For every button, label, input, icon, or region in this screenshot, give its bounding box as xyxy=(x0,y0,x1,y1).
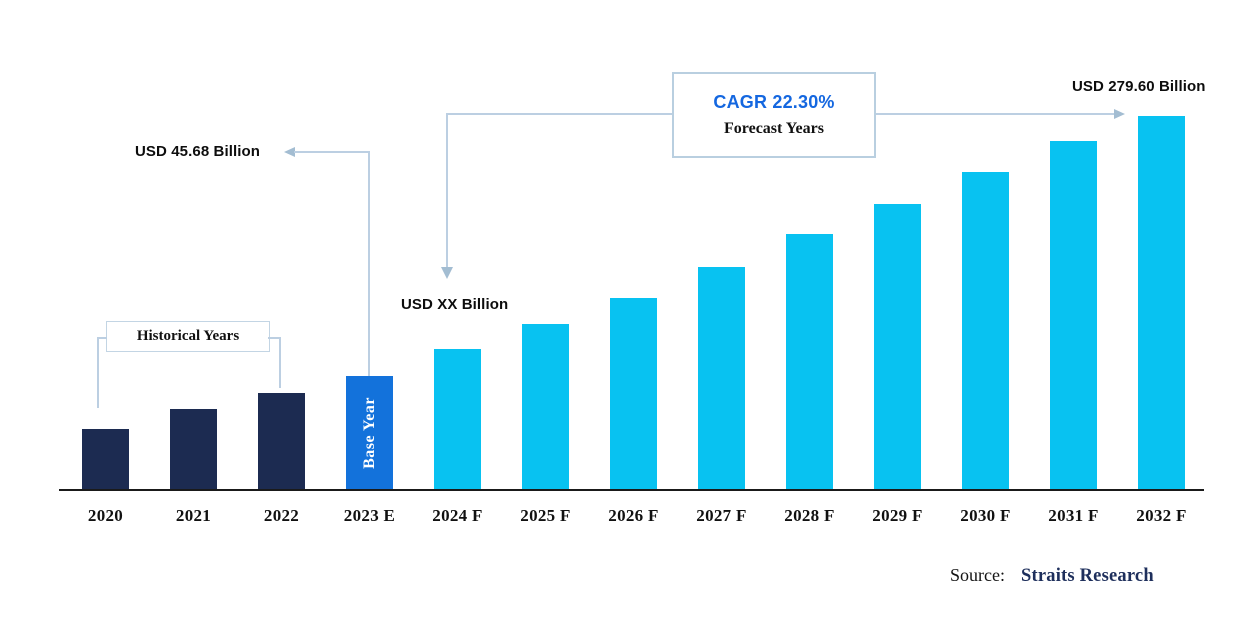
x-axis-label-2028-f: 2028 F xyxy=(784,506,835,525)
x-axis-label-2020: 2020 xyxy=(87,506,124,525)
arrow-down-icon xyxy=(441,267,453,279)
bar-2029-f xyxy=(874,204,921,490)
x-axis-label-2022: 2022 xyxy=(263,506,300,525)
historical-bracket-stub-left xyxy=(97,337,107,339)
arrow-right-icon xyxy=(1114,109,1125,119)
bar-2023-e xyxy=(346,376,393,490)
cagr-label: CAGR 22.30% xyxy=(713,92,835,112)
historical-bracket-stub-right xyxy=(268,337,280,339)
x-axis-label-2030-f: 2030 F xyxy=(960,506,1011,525)
x-axis-label-2024-f: 2024 F xyxy=(432,506,483,525)
x-axis-label-2031-f: 2031 F xyxy=(1048,506,1099,525)
arrow-left-icon xyxy=(284,147,295,157)
bar-2025-f xyxy=(522,324,569,490)
historical-bracket-line-right xyxy=(279,337,281,388)
x-axis-label-2025-f: 2025 F xyxy=(520,506,571,525)
forecast-years-label: Forecast Years xyxy=(724,120,824,137)
x-axis-label-2023-e: 2023 E xyxy=(343,506,396,525)
cagr-connector-left-vertical xyxy=(446,113,448,267)
x-axis-label-2029-f: 2029 F xyxy=(872,506,923,525)
bar-2021 xyxy=(170,409,217,490)
cagr-connector-right-horizontal xyxy=(876,113,1114,115)
bar-2031-f xyxy=(1050,141,1097,490)
source-name: Straits Research xyxy=(1020,566,1154,586)
bar-2032-f xyxy=(1138,116,1185,490)
bar-2024-f xyxy=(434,349,481,490)
bar-2028-f xyxy=(786,234,833,490)
base-year-connector-vertical xyxy=(368,151,370,376)
cagr-box: CAGR 22.30% Forecast Years xyxy=(672,72,876,158)
x-axis-label-2027-f: 2027 F xyxy=(696,506,747,525)
base-year-value-label: USD 45.68 Billion xyxy=(135,143,261,160)
bar-2022 xyxy=(258,393,305,490)
bar-2030-f xyxy=(962,172,1009,490)
bar-2020 xyxy=(82,429,129,490)
bar-2027-f xyxy=(698,267,745,490)
x-axis-line xyxy=(59,489,1204,491)
x-axis-label-2026-f: 2026 F xyxy=(608,506,659,525)
historical-bracket-line-left xyxy=(97,337,99,408)
base-year-connector-horizontal xyxy=(294,151,369,153)
historical-years-box: Historical Years xyxy=(106,321,270,352)
source-prefix: Source: xyxy=(950,565,1005,585)
forecast-start-value-label: USD XX Billion xyxy=(401,296,509,313)
cagr-connector-left-horizontal xyxy=(446,113,672,115)
forecast-end-value-label: USD 279.60 Billion xyxy=(1072,78,1206,95)
x-axis-label-2021: 2021 xyxy=(175,506,212,525)
historical-years-label: Historical Years xyxy=(136,328,240,344)
source-row: Source: Straits Research xyxy=(950,565,1154,587)
x-axis-label-2032-f: 2032 F xyxy=(1136,506,1187,525)
bar-2026-f xyxy=(610,298,657,490)
